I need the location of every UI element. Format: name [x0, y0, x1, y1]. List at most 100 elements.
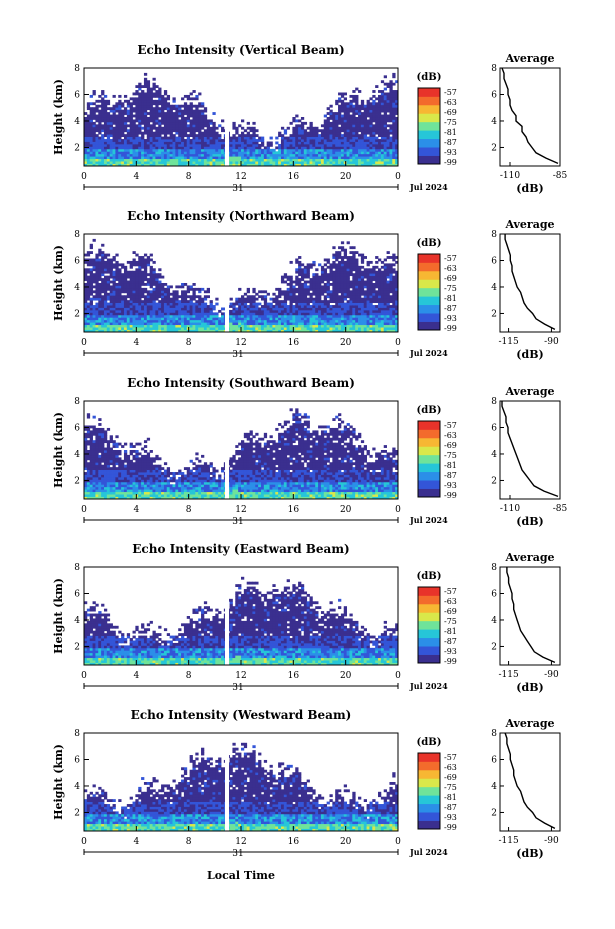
heatmap-cell — [275, 312, 279, 316]
heatmap-cell — [326, 141, 330, 145]
heatmap-cell — [118, 278, 122, 281]
heatmap-cell — [195, 161, 199, 164]
heatmap-cell — [121, 119, 125, 123]
heatmap-cell — [280, 151, 285, 155]
heatmap-cell — [175, 119, 179, 123]
heatmap-cell — [106, 258, 111, 262]
heatmap-cell — [203, 161, 208, 164]
heatmap-cell — [152, 94, 156, 98]
heatmap-cell — [292, 153, 296, 157]
heatmap-cell — [143, 268, 148, 272]
heatmap-cell — [123, 314, 128, 318]
heatmap-cell — [106, 265, 111, 269]
heatmap-cell — [395, 134, 399, 137]
heatmap-cell — [138, 275, 142, 279]
heatmap-cell — [103, 134, 108, 137]
heatmap-cell — [335, 278, 339, 281]
heatmap-cell — [135, 153, 139, 157]
heatmap-cell — [386, 273, 390, 277]
heatmap-cell — [149, 114, 153, 118]
heatmap-cell — [286, 329, 290, 333]
heatmap-cell — [135, 322, 139, 326]
heatmap-cell — [295, 297, 299, 301]
heatmap-cell — [103, 305, 108, 308]
heatmap-cell — [252, 302, 256, 306]
heatmap-cell — [98, 314, 102, 318]
heatmap-cell — [169, 139, 173, 142]
heatmap-cell — [143, 131, 148, 135]
heatmap-cell — [89, 327, 93, 330]
heatmap-cell — [263, 314, 268, 318]
heatmap-cell — [241, 163, 245, 167]
heatmap-cell — [338, 251, 342, 254]
heatmap-cell — [212, 153, 216, 157]
heatmap-cell — [263, 327, 268, 330]
heatmap-cell — [355, 104, 359, 108]
heatmap-cell — [309, 292, 313, 296]
heatmap-cell — [318, 283, 322, 286]
heatmap-cell — [283, 273, 288, 277]
heatmap-cell — [152, 275, 156, 279]
heatmap-cell — [380, 153, 385, 157]
heatmap-cell — [389, 268, 393, 272]
heatmap-cell — [138, 314, 142, 318]
heatmap-cell — [143, 94, 148, 98]
heatmap-cell — [101, 146, 105, 150]
heatmap-cell — [275, 156, 279, 160]
heatmap-cell — [181, 295, 185, 299]
heatmap-cell — [158, 151, 162, 155]
heatmap-cell — [346, 324, 350, 328]
heatmap-cell — [126, 319, 131, 323]
heatmap-cell — [89, 314, 93, 318]
heatmap-cell — [389, 126, 393, 130]
heatmap-cell — [189, 319, 193, 323]
heatmap-cell — [118, 109, 122, 113]
heatmap-cell — [360, 297, 365, 301]
heatmap-cell — [101, 243, 105, 247]
heatmap-cell — [318, 280, 322, 284]
heatmap-cell — [103, 275, 108, 279]
heatmap-cell — [295, 148, 299, 152]
heatmap-cell — [369, 329, 373, 333]
heatmap-cell — [95, 99, 99, 103]
heatmap-cell — [186, 104, 191, 108]
heatmap-cell — [332, 307, 336, 311]
heatmap-cell — [312, 312, 316, 316]
heatmap-cell — [343, 117, 348, 120]
heatmap-cell — [323, 295, 328, 299]
heatmap-cell — [158, 285, 162, 289]
heatmap-cell — [198, 112, 202, 115]
heatmap-cell — [135, 314, 139, 318]
heatmap-cell — [358, 270, 362, 274]
heatmap-cell — [392, 92, 396, 96]
heatmap-cell — [181, 141, 185, 145]
heatmap-cell — [300, 129, 305, 133]
heatmap-cell — [103, 314, 108, 318]
heatmap-cell — [395, 161, 399, 164]
heatmap-cell — [161, 119, 165, 123]
heatmap-cell — [346, 319, 350, 323]
heatmap-cell — [138, 92, 142, 96]
heatmap-cell — [132, 280, 136, 284]
heatmap-cell — [358, 134, 362, 137]
heatmap-cell — [106, 260, 111, 264]
heatmap-cell — [338, 126, 342, 130]
heatmap-cell — [309, 309, 313, 313]
heatmap-cell — [280, 153, 285, 157]
heatmap-cell — [246, 151, 250, 155]
heatmap-cell — [260, 314, 265, 318]
heatmap-cell — [340, 312, 345, 316]
heatmap-cell — [309, 283, 313, 286]
heatmap-cell — [89, 246, 93, 250]
heatmap-cell — [338, 302, 342, 306]
heatmap-cell — [249, 319, 253, 323]
heatmap-cell — [95, 148, 99, 152]
heatmap-cell — [163, 317, 168, 321]
heatmap-cell — [383, 143, 387, 147]
heatmap-cell — [161, 312, 165, 316]
heatmap-cell — [292, 292, 296, 296]
heatmap-cell — [166, 109, 171, 113]
heatmap-cell — [152, 119, 156, 123]
heatmap-cell — [161, 285, 165, 289]
heatmap-cell — [129, 283, 133, 286]
